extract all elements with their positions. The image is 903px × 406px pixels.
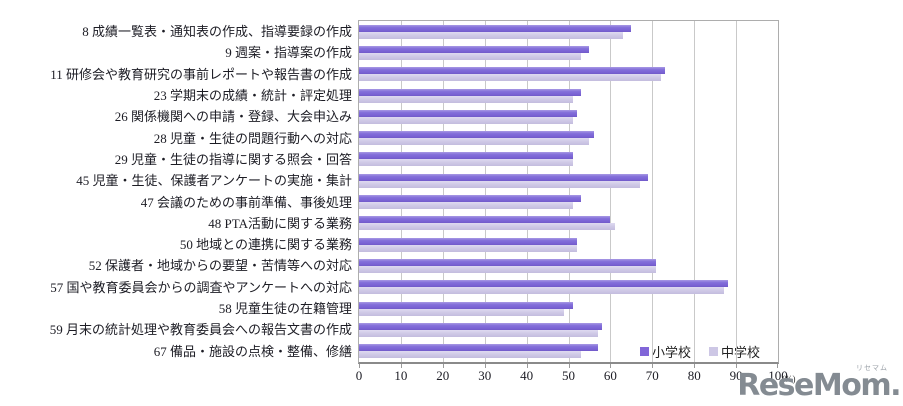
x-axis-tick [484, 364, 486, 368]
bar-junior-high [359, 95, 573, 103]
x-tick-label: 90 [729, 368, 743, 383]
bar-elementary [359, 216, 611, 224]
x-tick-label: 70 [645, 368, 659, 383]
gridline [610, 21, 612, 362]
category-label: 48 PTA活動に関する業務 [208, 215, 352, 231]
axis-unit-label: (%) [782, 374, 796, 384]
x-tick-label: 60 [603, 368, 617, 383]
bar-elementary [359, 322, 603, 330]
x-axis-tick [359, 364, 360, 368]
category-label: 11 研修会や教育研究の事前レポートや報告書の作成 [50, 66, 352, 82]
category-label: 45 児童・生徒、保護者アンケートの実施・集計 [76, 173, 352, 189]
bar-junior-high [359, 266, 657, 274]
bar-junior-high [359, 287, 724, 295]
bar-junior-high [359, 244, 577, 252]
bar-junior-high [359, 223, 615, 231]
legend-item-junior-high: 中学校 [708, 342, 760, 361]
bar-elementary [359, 24, 632, 32]
x-axis-tick [610, 364, 612, 368]
x-tick-label: 100 [768, 368, 788, 383]
x-axis-tick [694, 364, 696, 368]
x-axis-tick [526, 364, 528, 368]
bar-junior-high [359, 351, 582, 359]
category-labels: 8 成績一覧表・通知表の作成、指導要録の作成 9 週案・指導案の作成 11 研修会や… [0, 21, 352, 362]
bar-elementary [359, 301, 573, 309]
x-axis: 0 10 20 30 40 50 60 70 80 90 100 [356, 364, 788, 388]
bar-elementary [359, 109, 577, 117]
category-label: 29 児童・生徒の指導に関する照会・回答 [114, 151, 352, 167]
legend-label-elementary: 小学校 [651, 345, 691, 360]
bar-junior-high [359, 116, 573, 124]
legend: 小学校 中学校 [639, 342, 760, 361]
bar-elementary [359, 131, 594, 139]
bar-junior-high [359, 74, 661, 82]
gridline [400, 21, 402, 362]
bar-elementary [359, 344, 598, 352]
resemom-watermark: リセマム ReseMom. [737, 364, 901, 403]
gridline [442, 21, 444, 362]
x-tick-label: 40 [520, 368, 534, 383]
bar-junior-high [359, 138, 590, 146]
gridline [484, 21, 486, 362]
gridline [568, 21, 570, 362]
gridline [652, 21, 654, 362]
gridline [694, 21, 696, 362]
x-tick-label: 30 [478, 368, 492, 383]
x-tick-label: 80 [687, 368, 701, 383]
bar-elementary [359, 67, 665, 75]
x-tick-label: 50 [562, 368, 575, 383]
bar-junior-high [359, 159, 573, 167]
bar-junior-high [359, 180, 640, 188]
legend-label-junior-high: 中学校 [720, 345, 760, 360]
category-label: 67 備品・施設の点検・整備、修繕 [153, 343, 352, 359]
x-tick-label: 0 [355, 368, 363, 383]
bar-elementary [359, 173, 649, 181]
x-axis-tick [568, 364, 570, 368]
legend-item-elementary: 小学校 [639, 342, 691, 361]
category-label: 50 地域との連携に関する業務 [179, 237, 352, 253]
category-label: 58 児童生徒の在籍管理 [218, 301, 352, 317]
bar-elementary [359, 88, 582, 96]
gridline [526, 21, 528, 362]
x-tick-label: 20 [436, 368, 450, 383]
x-axis-tick [442, 364, 444, 368]
bar-junior-high [359, 329, 598, 337]
category-label: 57 国や教育委員会からの調査やアンケートへの対応 [50, 279, 352, 295]
category-label: 8 成績一覧表・通知表の作成、指導要録の作成 [82, 24, 352, 39]
bar-junior-high [359, 308, 565, 316]
category-label: 47 会議のための事前準備、事後処理 [140, 194, 352, 210]
bar-junior-high [359, 52, 582, 60]
bar-elementary [359, 195, 582, 203]
watermark-logo-text: ReseMom. [737, 368, 901, 403]
category-label: 28 児童・生徒の問題行動への対応 [153, 130, 352, 146]
x-axis-tick [652, 364, 654, 368]
x-axis-tick [777, 364, 778, 368]
plot-area: 小学校 中学校 [358, 20, 779, 364]
category-label: 59 月末の統計処理や教育委員会への報告文書の作成 [49, 322, 352, 338]
gridline [736, 21, 738, 362]
bar-elementary [359, 152, 573, 160]
category-label: 23 学期末の成績・統計・評定処理 [153, 87, 352, 103]
legend-swatch-junior-high-icon [708, 347, 718, 356]
x-tick-label: 10 [394, 368, 408, 383]
watermark-ruby-text: リセマム [856, 364, 888, 372]
bar-junior-high [359, 31, 623, 39]
bar-elementary [359, 45, 590, 53]
legend-swatch-elementary-icon [639, 347, 649, 356]
bar-elementary [359, 280, 728, 288]
bar-elementary [359, 237, 577, 245]
x-axis-tick [400, 364, 402, 368]
category-label: 52 保護者・地域からの要望・苦情等への対応 [88, 258, 352, 274]
bar-elementary [359, 259, 657, 267]
x-axis-tick [736, 364, 738, 368]
category-label: 26 関係機関への申請・登録、大会申込み [114, 109, 352, 125]
bar-junior-high [359, 202, 573, 210]
category-label: 9 週案・指導案の作成 [225, 45, 352, 61]
